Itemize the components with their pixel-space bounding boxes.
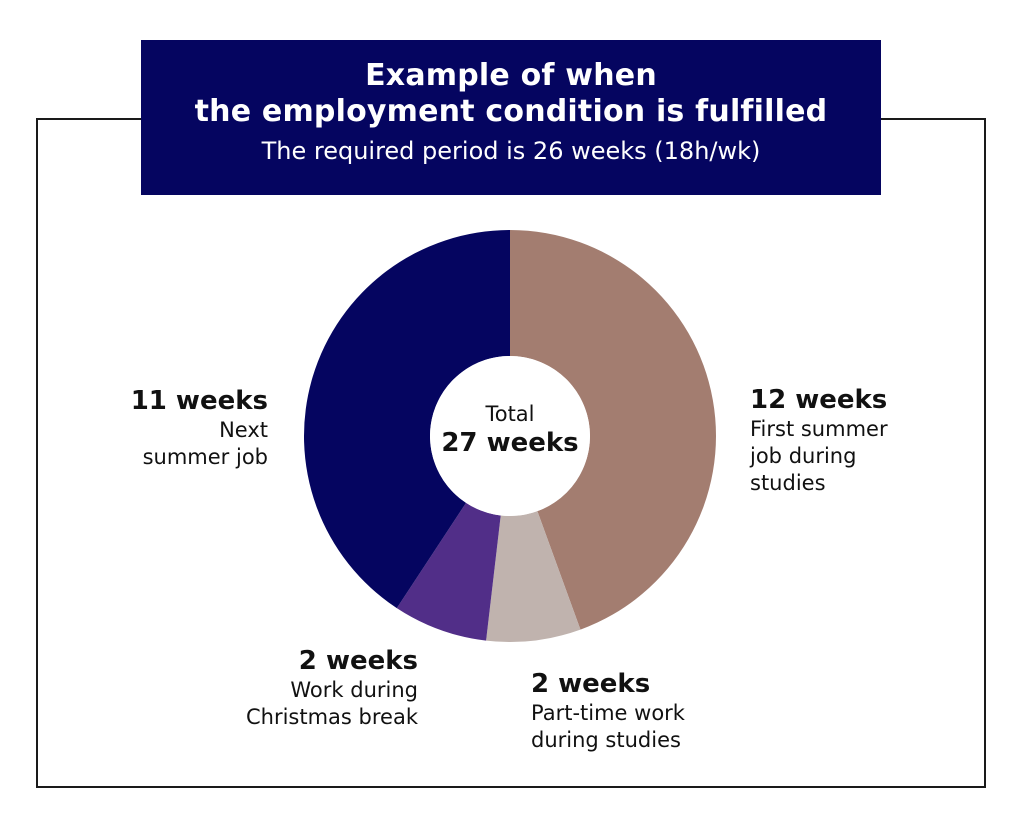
title-line-2: the employment condition is fulfilled <box>194 94 828 129</box>
label-description: First summer job during studies <box>750 417 888 495</box>
label-description: Part-time work during studies <box>531 701 685 752</box>
total-value: 27 weeks <box>441 428 579 458</box>
slice-next-summer-job <box>304 230 510 609</box>
donut-center-total: Total 27 weeks <box>430 402 590 459</box>
label-amount: 12 weeks <box>750 385 888 415</box>
label-christmas-break: 2 weeks Work during Christmas break <box>160 645 418 731</box>
title-line-1: Example of when <box>365 58 657 93</box>
label-description: Work during Christmas break <box>245 678 418 729</box>
label-amount: 2 weeks <box>298 646 418 676</box>
title-banner: Example of when the employment condition… <box>141 40 881 195</box>
slice-first-summer-job <box>510 230 717 630</box>
label-description: Next summer job <box>142 418 268 469</box>
label-part-time-work: 2 weeks Part-time work during studies <box>531 668 791 754</box>
slice-part-time-work <box>486 511 581 642</box>
donut-hole <box>430 356 590 516</box>
label-amount: 11 weeks <box>130 386 268 416</box>
slice-christmas-break <box>396 502 501 641</box>
label-next-summer-job: 11 weeks Next summer job <box>60 385 268 471</box>
label-first-summer-job: 12 weeks First summer job during studies <box>750 384 980 497</box>
label-amount: 2 weeks <box>531 669 651 699</box>
total-label: Total <box>485 402 535 426</box>
subtitle: The required period is 26 weeks (18h/wk) <box>261 137 761 165</box>
